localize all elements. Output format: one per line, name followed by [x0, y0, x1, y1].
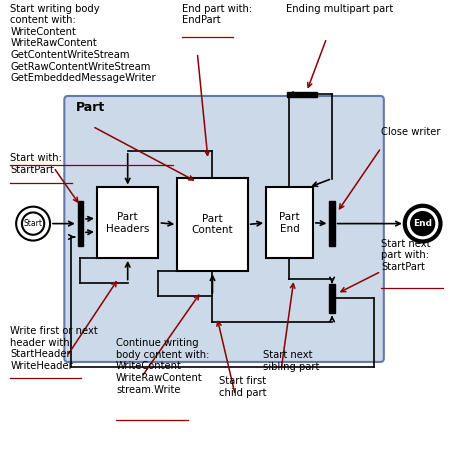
Text: Write first or next
header with:
StartHeader
WriteHeader: Write first or next header with: StartHe…: [10, 326, 98, 371]
FancyBboxPatch shape: [64, 96, 384, 362]
FancyBboxPatch shape: [266, 188, 313, 258]
Bar: [329, 284, 335, 313]
Text: Start first
child part: Start first child part: [219, 376, 266, 398]
Bar: [287, 92, 317, 97]
Text: Start next
part with:
StartPart: Start next part with: StartPart: [381, 239, 431, 272]
Text: Part
End: Part End: [279, 212, 300, 233]
Bar: [78, 201, 83, 246]
Text: Part
Headers: Part Headers: [106, 212, 150, 233]
FancyBboxPatch shape: [97, 188, 158, 258]
Text: Part
Content: Part Content: [192, 214, 233, 235]
Text: Continue writing
body content with:
WriteContent
WriteRawContent
stream.Write: Continue writing body content with: Writ…: [116, 338, 209, 395]
Text: Start with:
StartPart: Start with: StartPart: [10, 153, 62, 175]
Text: Start: Start: [24, 219, 42, 228]
Text: Start writing body
content with:
WriteContent
WriteRawContent
GetContentWriteStr: Start writing body content with: WriteCo…: [10, 4, 156, 83]
Text: Part: Part: [76, 101, 105, 114]
Bar: [329, 201, 335, 246]
Circle shape: [411, 212, 434, 235]
Text: Start next
sibling part: Start next sibling part: [263, 350, 320, 372]
FancyBboxPatch shape: [177, 178, 248, 271]
Text: End part with:
EndPart: End part with: EndPart: [182, 4, 252, 25]
Text: End: End: [413, 219, 432, 228]
Text: Ending multipart part: Ending multipart part: [286, 4, 393, 13]
Text: Close writer: Close writer: [381, 127, 441, 137]
